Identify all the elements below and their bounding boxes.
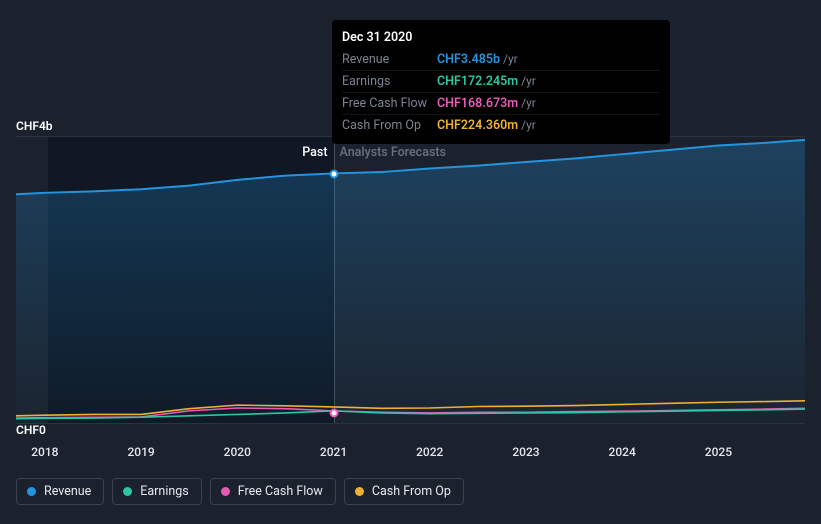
tooltip-row-value: CHF224.360m/yr [437,115,660,137]
tooltip-date: Dec 31 2020 [342,28,660,49]
x-tick: 2019 [127,445,154,459]
tooltip-row-unit: /yr [518,74,536,88]
legend-item-free-cash-flow[interactable]: Free Cash Flow [210,478,336,505]
legend-dot-icon [355,487,364,496]
legend-dot-icon [123,487,132,496]
x-tick: 2022 [416,445,443,459]
x-tick: 2023 [512,445,539,459]
tooltip-table: Revenue CHF3.485b/yrEarnings CHF172.245m… [342,49,660,136]
tooltip-row-label: Cash From Op [342,115,437,137]
y-axis-top-label: CHF4b [16,119,53,133]
tooltip-row-unit: /yr [518,118,536,132]
tooltip-row-value: CHF168.673m/yr [437,93,660,115]
highlight-marker [329,408,338,417]
legend-label: Revenue [44,484,91,499]
legend-item-earnings[interactable]: Earnings [112,478,201,505]
tooltip-row-label: Revenue [342,49,437,71]
tooltip-row-label: Earnings [342,71,437,93]
legend-label: Free Cash Flow [238,484,323,499]
tooltip-row: Earnings CHF172.245m/yr [342,71,660,93]
x-axis: 2018 2019 2020 2021 2022 2023 2024 2025 [16,445,805,465]
tooltip-row: Free Cash Flow CHF168.673m/yr [342,93,660,115]
highlight-marker [329,169,338,178]
hover-tooltip: Dec 31 2020 Revenue CHF3.485b/yrEarnings… [332,20,670,144]
tooltip-row-value: CHF3.485b/yr [437,49,660,71]
tooltip-row-unit: /yr [500,52,518,66]
plot-region[interactable]: Past Analysts Forecasts [16,136,805,424]
legend-dot-icon [221,487,230,496]
chart-area[interactable]: CHF4b CHF0 Past Analysts Forecasts [16,122,805,442]
legend-item-cash-from-op[interactable]: Cash From Op [344,478,464,505]
x-tick: 2018 [31,445,58,459]
tooltip-row: Cash From Op CHF224.360m/yr [342,115,660,137]
tooltip-row-value: CHF172.245m/yr [437,71,660,93]
tooltip-row-label: Free Cash Flow [342,93,437,115]
chart-svg [16,137,805,423]
x-tick: 2024 [609,445,636,459]
legend-item-revenue[interactable]: Revenue [16,478,104,505]
legend-label: Earnings [140,484,188,499]
x-tick: 2020 [224,445,251,459]
legend: Revenue Earnings Free Cash Flow Cash From O… [16,478,464,505]
legend-dot-icon [27,487,36,496]
x-tick: 2021 [320,445,347,459]
y-axis-bottom-label: CHF0 [16,423,46,437]
revenue-area [16,140,805,423]
tooltip-row-unit: /yr [518,96,536,110]
legend-label: Cash From Op [372,484,451,499]
x-tick: 2025 [705,445,732,459]
tooltip-row: Revenue CHF3.485b/yr [342,49,660,71]
financial-chart-widget: Dec 31 2020 Revenue CHF3.485b/yrEarnings… [0,0,821,524]
